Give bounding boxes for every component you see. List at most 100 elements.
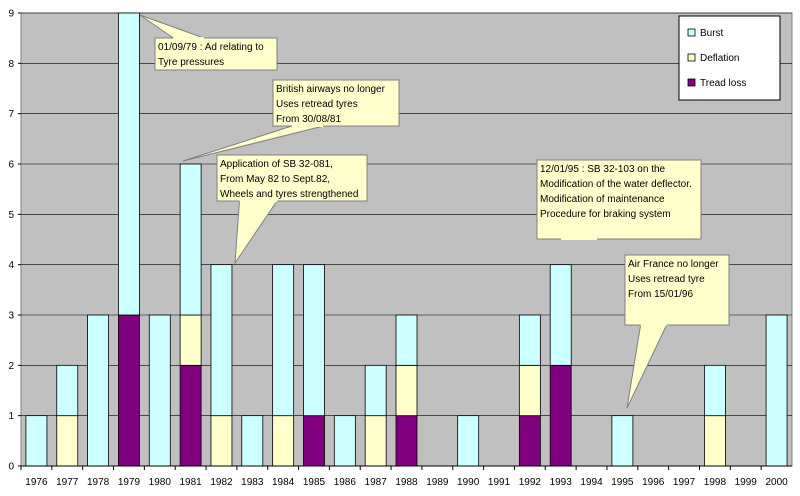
callout-line: 12/01/95 : SB 32-103 on the (540, 164, 666, 175)
bar-deflation (179, 314, 202, 366)
x-tick-label: 1977 (56, 477, 79, 488)
x-tick-label: 1983 (241, 477, 264, 488)
x-tick-label: 1987 (365, 477, 388, 488)
x-tick-label: 1995 (611, 477, 634, 488)
callout-line: From May 82 to Sept.82, (220, 174, 330, 185)
x-tick-label: 1986 (334, 477, 357, 488)
x-tick-label: 1993 (550, 477, 573, 488)
x-tick-label: 1994 (580, 477, 603, 488)
callout-box (272, 79, 400, 127)
y-tick-label: 9 (8, 9, 14, 20)
legend-label: Tread loss (700, 78, 746, 89)
legend-box (678, 15, 781, 101)
x-tick-label: 1990 (457, 477, 480, 488)
callout-line: British airways no longer (276, 84, 386, 95)
y-tick-label: 2 (8, 361, 14, 372)
bar-deflation (518, 364, 541, 417)
callout-line: Air France no longer (628, 259, 719, 270)
x-tick-label: 1988 (395, 477, 418, 488)
bar-burst (333, 415, 356, 467)
annotations: 01/09/79 : Ad relating to Tyre pressures B… (139, 14, 730, 409)
callout-box (624, 254, 730, 326)
callout-line: Tyre pressures (158, 57, 224, 68)
bar-deflation (272, 415, 295, 467)
bar-burst (364, 364, 387, 417)
bar-deflation (210, 415, 233, 467)
bar-burst (210, 264, 233, 417)
x-tick-label: 1980 (149, 477, 172, 488)
callout-line: Modification of maintenance (540, 194, 665, 205)
bar-burst (87, 314, 109, 467)
bar-deflation (395, 364, 418, 417)
bar-burst (56, 364, 79, 417)
y-tick-label: 1 (8, 411, 14, 422)
y-tick-label: 4 (8, 260, 14, 271)
legend-label: Deflation (700, 53, 739, 64)
legend-swatch (687, 53, 696, 62)
callout-line: Uses retread tyre (628, 274, 705, 285)
x-axis-ticks: 1976 1977 1978 1979 1980 1981 1982 1983 1984 1985… (20, 465, 792, 488)
x-tick-label: 1989 (426, 477, 449, 488)
callout-line: Procedure for braking system (540, 209, 671, 220)
bar-tread-loss (518, 415, 541, 467)
bar-tread-loss (549, 364, 572, 467)
callout-line: Uses retread tyres (276, 99, 358, 110)
bar-burst (549, 264, 572, 366)
callout-line: Modification of the water deflector. (540, 179, 692, 190)
y-tick-label: 0 (8, 462, 14, 473)
x-tick-label: 1992 (519, 477, 542, 488)
x-tick-label: 1978 (87, 477, 110, 488)
bar-tread-loss (395, 415, 418, 467)
legend-label: Burst (700, 28, 724, 39)
x-tick-label: 1979 (118, 477, 141, 488)
callout-line: Wheels and tyres strengthened (220, 189, 358, 200)
x-tick-label: 1998 (704, 477, 727, 488)
bar-burst (395, 314, 418, 366)
x-tick-label: 1976 (25, 477, 48, 488)
y-axis-ticks: 0 1 2 3 4 5 6 7 8 9 (8, 9, 21, 473)
y-tick-label: 5 (8, 210, 14, 221)
legend-swatch (687, 78, 696, 87)
y-tick-label: 6 (8, 160, 14, 171)
bar-tread-loss (118, 314, 140, 467)
x-tick-label: 1999 (735, 477, 758, 488)
bar-burst (25, 415, 48, 467)
x-tick-label: 1996 (642, 477, 665, 488)
callout-box (154, 37, 278, 71)
bar-burst (518, 314, 541, 366)
x-tick-label: 1982 (210, 477, 233, 488)
bar-tread-loss (303, 415, 325, 467)
bar-burst (272, 264, 295, 417)
y-tick-label: 8 (8, 59, 14, 70)
x-tick-label: 2000 (765, 477, 788, 488)
bar-burst (611, 415, 634, 467)
legend: Burst Deflation Tread loss (678, 15, 781, 101)
bar-burst (765, 314, 788, 467)
bar-burst (148, 314, 171, 467)
legend-swatch (687, 28, 696, 37)
callout: Application of SB 32-081, From May 82 to … (216, 154, 368, 265)
y-tick-label: 3 (8, 311, 14, 322)
x-tick-label: 1981 (179, 477, 202, 488)
y-tick-label: 7 (8, 109, 14, 120)
bar-deflation (364, 415, 387, 467)
callout-box (216, 154, 368, 202)
x-tick-label: 1985 (303, 477, 326, 488)
bar-deflation (704, 415, 726, 467)
callout-line: 01/09/79 : Ad relating to (158, 42, 264, 53)
x-tick-label: 1997 (673, 477, 696, 488)
x-tick-label: 1991 (488, 477, 511, 488)
x-tick-label: 1984 (272, 477, 295, 488)
callout-line: From 15/01/96 (628, 289, 693, 300)
bar-burst (241, 415, 264, 467)
bar-burst (303, 264, 325, 417)
bar-burst (179, 163, 202, 316)
callout-box (536, 159, 702, 240)
bar-burst (118, 12, 140, 316)
bar-burst (457, 415, 480, 467)
callout: 01/09/79 : Ad relating to Tyre pressures (139, 14, 278, 71)
callout-line: Application of SB 32-081, (220, 159, 333, 170)
callout-line: From 30/08/81 (276, 114, 341, 125)
bar-deflation (56, 415, 79, 467)
